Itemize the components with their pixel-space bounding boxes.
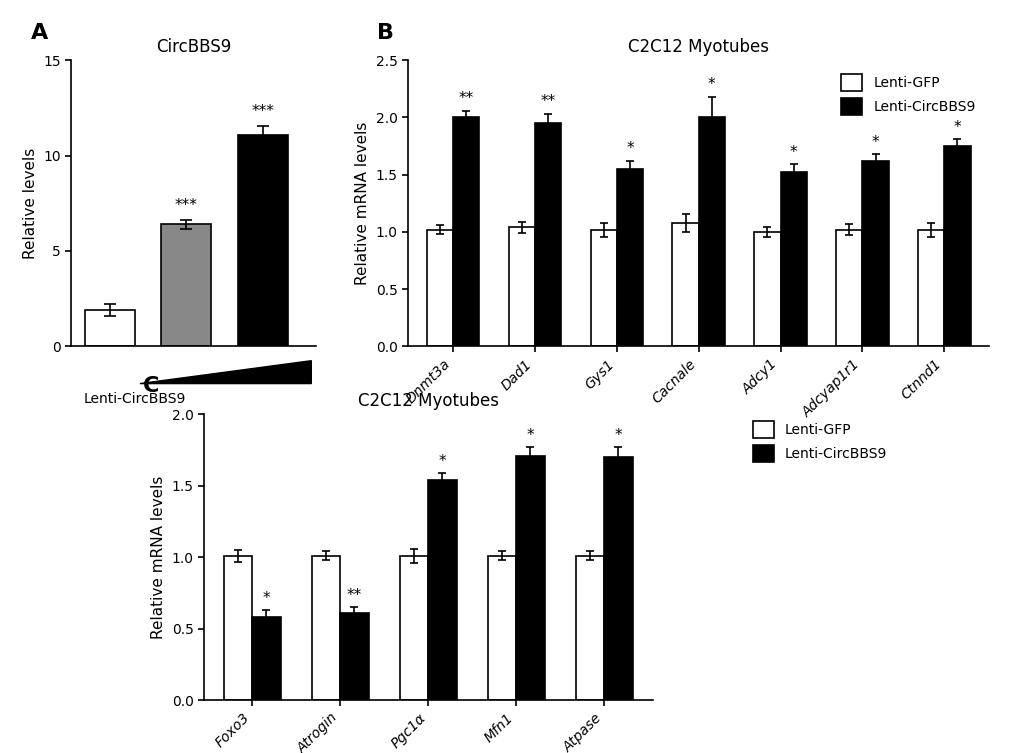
Text: *: *: [263, 591, 270, 606]
Bar: [836, 230, 862, 346]
Bar: [780, 172, 806, 346]
Text: *: *: [871, 135, 878, 150]
Bar: [516, 456, 544, 700]
Text: *: *: [789, 145, 797, 160]
Bar: [161, 224, 211, 346]
Bar: [252, 617, 280, 700]
Y-axis label: Relative mRNA levels: Relative mRNA levels: [151, 476, 166, 639]
Bar: [224, 556, 252, 700]
Text: *: *: [614, 428, 622, 443]
Title: CircBBS9: CircBBS9: [156, 38, 231, 56]
Text: *: *: [953, 120, 960, 135]
Text: B: B: [377, 23, 394, 43]
Legend: Lenti-GFP, Lenti-CircBBS9: Lenti-GFP, Lenti-CircBBS9: [747, 416, 892, 468]
Bar: [754, 232, 780, 346]
Bar: [616, 169, 642, 346]
Text: *: *: [526, 428, 534, 443]
Bar: [428, 480, 457, 700]
Bar: [340, 613, 368, 700]
Y-axis label: Relative mRNA levels: Relative mRNA levels: [355, 122, 370, 285]
Text: *: *: [438, 453, 446, 468]
Bar: [85, 310, 135, 346]
Polygon shape: [140, 361, 311, 383]
Text: ***: ***: [174, 198, 198, 213]
Bar: [508, 227, 534, 346]
Title: C2C12 Myotubes: C2C12 Myotubes: [358, 392, 498, 410]
Bar: [399, 556, 428, 700]
Bar: [312, 556, 340, 700]
Text: ***: ***: [251, 105, 274, 120]
Bar: [944, 146, 970, 346]
Bar: [862, 161, 888, 346]
Bar: [917, 230, 944, 346]
Text: **: **: [540, 94, 555, 109]
Y-axis label: Relative levels: Relative levels: [22, 148, 38, 259]
Bar: [534, 123, 560, 346]
Bar: [237, 135, 287, 346]
Bar: [698, 117, 725, 346]
Text: C: C: [143, 376, 159, 397]
Legend: Lenti-GFP, Lenti-CircBBS9: Lenti-GFP, Lenti-CircBBS9: [834, 67, 981, 122]
Bar: [426, 230, 452, 346]
Text: **: **: [346, 588, 362, 603]
Text: *: *: [626, 142, 633, 157]
Bar: [452, 117, 479, 346]
Bar: [672, 223, 698, 346]
Bar: [488, 556, 516, 700]
Bar: [576, 556, 604, 700]
Text: Lenti-CircBBS9: Lenti-CircBBS9: [84, 392, 185, 406]
Bar: [590, 230, 616, 346]
Title: C2C12 Myotubes: C2C12 Myotubes: [628, 38, 768, 56]
Text: *: *: [707, 78, 715, 93]
Text: **: **: [459, 91, 473, 106]
Bar: [604, 457, 632, 700]
Text: A: A: [31, 23, 48, 43]
